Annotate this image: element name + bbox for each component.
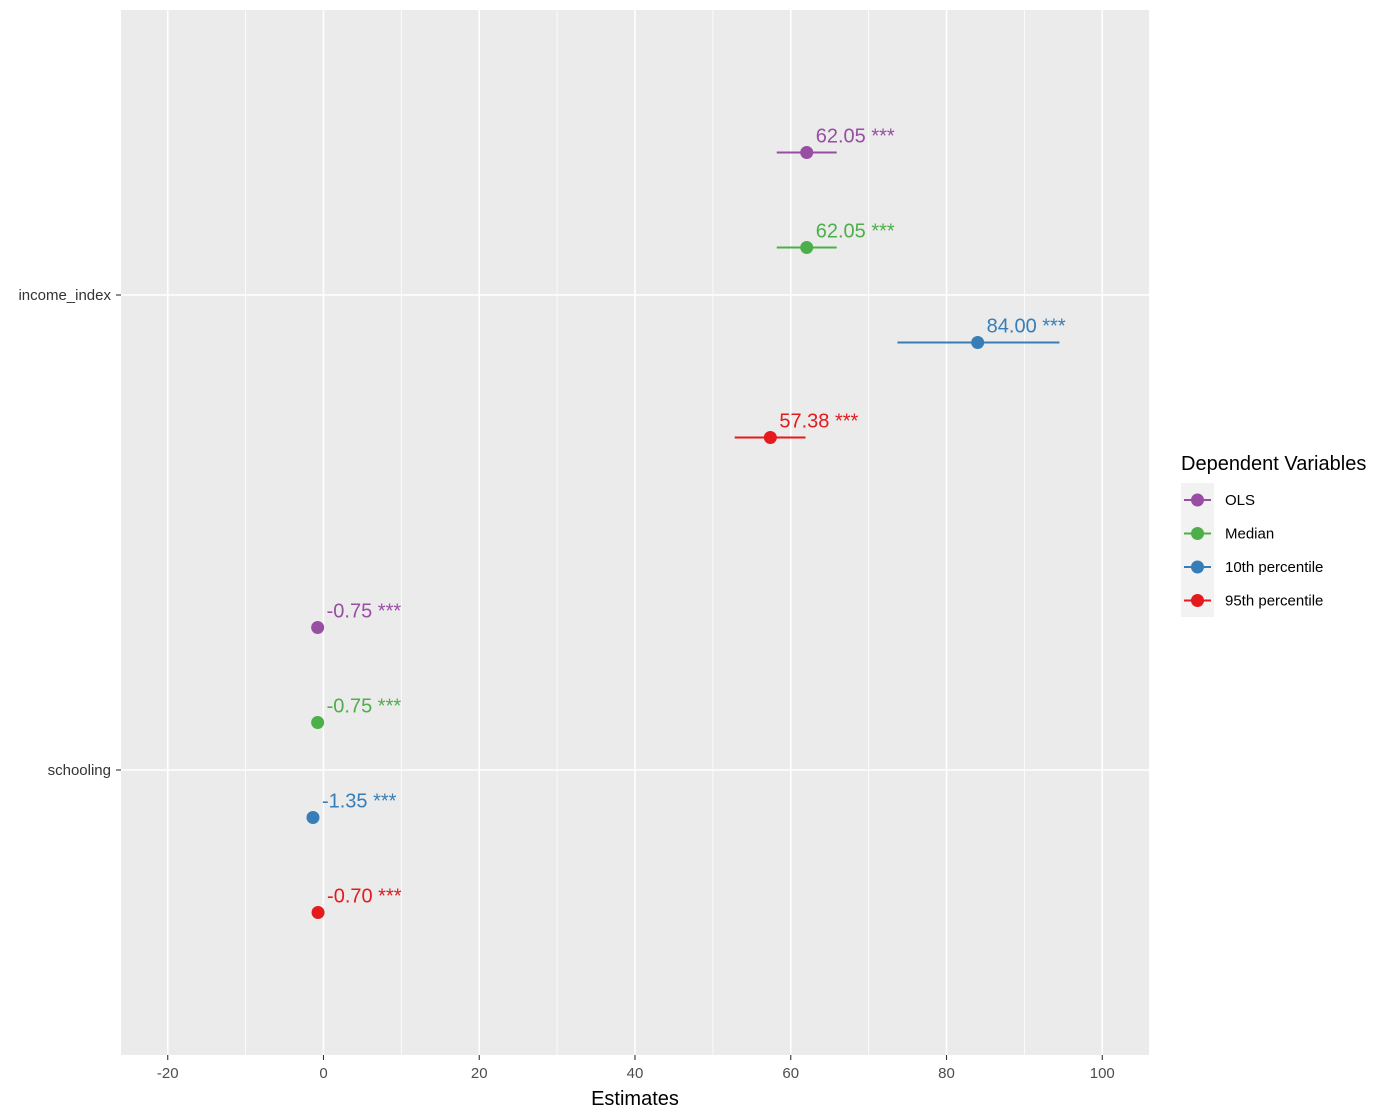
- y-category-label: income_index: [18, 287, 111, 304]
- legend-key-point: [1191, 560, 1204, 574]
- x-tick-label: -20: [157, 1065, 179, 1082]
- estimate-point: [763, 431, 777, 444]
- estimate-label: -0.75 ***: [327, 601, 402, 623]
- legend-title: Dependent Variables: [1181, 453, 1366, 475]
- legend-label: Median: [1225, 526, 1274, 543]
- estimate-point: [800, 146, 814, 159]
- legend-label: 95th percentile: [1225, 593, 1323, 610]
- x-tick-label: 40: [627, 1065, 644, 1082]
- estimate-point: [311, 716, 325, 729]
- x-tick-label: 20: [471, 1065, 488, 1082]
- x-tick-label: 80: [938, 1065, 955, 1082]
- legend-key-point: [1191, 594, 1204, 607]
- y-category-label: schooling: [48, 762, 111, 779]
- legend-key-point: [1191, 527, 1204, 540]
- estimate-point: [306, 811, 320, 824]
- x-tick-label: 60: [782, 1065, 799, 1082]
- minor-gridlines: [245, 10, 1025, 1055]
- estimate-point: [311, 906, 325, 919]
- x-axis-title: Estimates: [591, 1088, 679, 1110]
- legend: Dependent Variables OLS Median 10th percen…: [1181, 453, 1366, 617]
- estimate-label: -0.75 ***: [327, 696, 402, 718]
- legend-label: 10th percentile: [1225, 559, 1323, 576]
- estimate-label: 84.00 ***: [987, 316, 1066, 338]
- estimate-label: 62.05 ***: [816, 221, 895, 243]
- x-tick-label: 100: [1090, 1065, 1115, 1082]
- y-axis: income_index schooling: [18, 287, 121, 779]
- x-tick-label: 0: [319, 1065, 327, 1082]
- major-gridlines: [121, 10, 1149, 1055]
- estimate-label: -0.70 ***: [327, 886, 402, 908]
- estimate-label: -1.35 ***: [322, 791, 397, 813]
- data-marks: 62.05 *** -0.75 *** 62.05 *** -0.75 *** 84.0…: [306, 126, 1066, 919]
- estimate-point: [800, 241, 814, 254]
- x-axis: -20 0 20 40 60 80 100: [157, 1055, 1115, 1082]
- estimate-label: 57.38 ***: [779, 411, 858, 433]
- estimate-point: [311, 621, 325, 634]
- estimate-point: [971, 336, 985, 349]
- estimate-label: 62.05 ***: [816, 126, 895, 148]
- legend-key-point: [1191, 493, 1204, 507]
- legend-label: OLS: [1225, 492, 1255, 509]
